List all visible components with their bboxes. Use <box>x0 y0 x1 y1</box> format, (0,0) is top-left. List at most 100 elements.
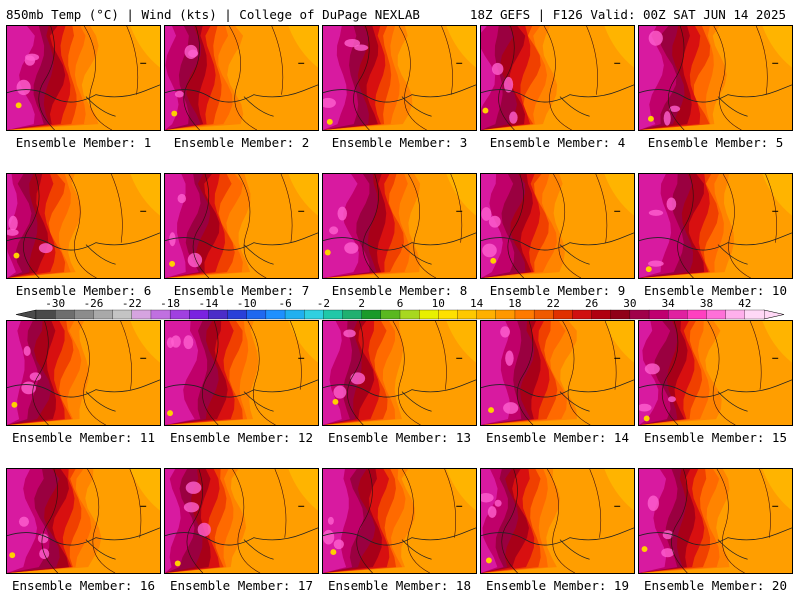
colorbar-right-arrow <box>763 309 785 320</box>
colorbar-segment <box>112 309 133 320</box>
ensemble-member-label: Ensemble Member: 1 <box>15 135 152 150</box>
ensemble-member-label: Ensemble Member: 11 <box>12 430 155 445</box>
colorbar-segment <box>380 309 401 320</box>
colorbar-segment <box>93 309 114 320</box>
ensemble-member-map-panel <box>6 173 161 279</box>
colorbar-tick-label: 14 <box>470 297 484 310</box>
colorbar-tick-label: -10 <box>237 297 257 310</box>
ensemble-member-map-panel <box>480 320 635 426</box>
colorbar-tick-label: 2 <box>358 297 365 310</box>
ensemble-member-map-panel <box>322 173 477 279</box>
ensemble-member-label: Ensemble Member: 3 <box>331 135 468 150</box>
colorbar-segment <box>438 309 458 320</box>
ensemble-member-map-panel <box>164 320 319 426</box>
colorbar-tick-label: -26 <box>84 297 104 310</box>
colorbar-tick-label: 30 <box>623 297 636 310</box>
ensemble-member-map-panel <box>322 320 477 426</box>
colorbar-segment <box>725 309 746 320</box>
map-title: 850mb Temp (°C) | Wind (kts) | College o… <box>6 7 420 22</box>
colorbar-segment <box>399 309 420 320</box>
ensemble-member-label: Ensemble Member: 5 <box>647 135 784 150</box>
colorbar-segment <box>553 309 573 320</box>
ensemble-member-map-panel <box>638 468 793 574</box>
colorbar-tick-label: 42 <box>738 297 751 310</box>
ensemble-member-map-panel <box>164 173 319 279</box>
colorbar-segment <box>514 309 535 320</box>
colorbar-tick-label: 26 <box>585 297 598 310</box>
ensemble-member-map-panel <box>638 25 793 131</box>
ensemble-member-label: Ensemble Member: 8 <box>331 283 468 298</box>
colorbar-segment <box>246 309 267 320</box>
colorbar-tick-label: -2 <box>317 297 330 310</box>
colorbar-segment <box>744 309 765 320</box>
ensemble-member-label: Ensemble Member: 15 <box>644 430 787 445</box>
colorbar-segment <box>687 309 707 320</box>
colorbar-tick-label: -30 <box>45 297 65 310</box>
ensemble-member-map-panel <box>322 468 477 574</box>
ensemble-member-map-panel <box>322 25 477 131</box>
colorbar-tick-label: 6 <box>397 297 404 310</box>
colorbar-segment <box>495 309 516 320</box>
ensemble-member-map-panel <box>480 173 635 279</box>
colorbar-tick-label: 18 <box>508 297 521 310</box>
ensemble-member-map-panel <box>6 468 161 574</box>
colorbar-segment <box>304 309 324 320</box>
colorbar-tick-label: 38 <box>700 297 713 310</box>
colorbar-segment <box>189 309 209 320</box>
colorbar-segment <box>457 309 478 320</box>
colorbar-segment <box>131 309 152 320</box>
colorbar-tick-label: 10 <box>432 297 445 310</box>
ensemble-member-label: Ensemble Member: 18 <box>328 578 471 593</box>
ensemble-member-label: Ensemble Member: 20 <box>644 578 787 593</box>
colorbar-segment <box>610 309 631 320</box>
ensemble-member-map-panel <box>164 25 319 131</box>
colorbar-segment <box>284 309 305 320</box>
ensemble-member-label: Ensemble Member: 16 <box>12 578 155 593</box>
colorbar-segment <box>265 309 286 320</box>
colorbar-segment <box>572 309 593 320</box>
colorbar-segment <box>668 309 688 320</box>
ensemble-member-label: Ensemble Member: 2 <box>173 135 310 150</box>
ensemble-member-label: Ensemble Member: 13 <box>328 430 471 445</box>
colorbar-segment <box>629 309 650 320</box>
ensemble-member-map-panel <box>6 320 161 426</box>
ensemble-member-label: Ensemble Member: 7 <box>173 283 310 298</box>
colorbar-tick-label: -6 <box>278 297 291 310</box>
colorbar-segment <box>342 309 363 320</box>
ensemble-member-map-panel <box>638 320 793 426</box>
model-run-valid-time: 18Z GEFS | F126 Valid: 00Z SAT JUN 14 20… <box>469 7 786 22</box>
colorbar-tick-label: -14 <box>198 297 218 310</box>
temperature-colorbar: -30 -26 -22 -18 -14 -10 -6 -2 2 6 10 14 18 22 26 30 34 38… <box>15 297 785 320</box>
colorbar-segment <box>227 309 248 320</box>
colorbar-segment <box>706 309 727 320</box>
colorbar-segment <box>361 309 382 320</box>
ensemble-member-map-panel <box>480 25 635 131</box>
ensemble-member-label: Ensemble Member: 9 <box>489 283 626 298</box>
colorbar-segment <box>323 309 343 320</box>
colorbar-segment <box>74 309 94 320</box>
colorbar-segment <box>150 309 171 320</box>
colorbar-left-arrow <box>15 309 37 320</box>
colorbar-segment <box>55 309 75 320</box>
colorbar-segment <box>419 309 439 320</box>
colorbar-segment <box>533 309 554 320</box>
ensemble-member-map-panel <box>6 25 161 131</box>
ensemble-member-label: Ensemble Member: 17 <box>170 578 313 593</box>
colorbar-segment <box>591 309 612 320</box>
ensemble-member-label: Ensemble Member: 12 <box>170 430 313 445</box>
colorbar-segment <box>648 309 669 320</box>
colorbar-tick-label: -22 <box>122 297 142 310</box>
colorbar-segment <box>476 309 497 320</box>
ensemble-member-label: Ensemble Member: 14 <box>486 430 629 445</box>
colorbar-segment <box>208 309 229 320</box>
colorbar-tick-label: 22 <box>547 297 560 310</box>
ensemble-member-label: Ensemble Member: 19 <box>486 578 629 593</box>
colorbar-segment <box>35 309 56 320</box>
colorbar-segment <box>169 309 190 320</box>
ensemble-member-map-panel <box>164 468 319 574</box>
colorbar-tick-label: -18 <box>160 297 180 310</box>
ensemble-member-map-panel <box>638 173 793 279</box>
ensemble-member-label: Ensemble Member: 10 <box>644 283 787 298</box>
ensemble-member-label: Ensemble Member: 4 <box>489 135 626 150</box>
ensemble-member-label: Ensemble Member: 6 <box>15 283 152 298</box>
